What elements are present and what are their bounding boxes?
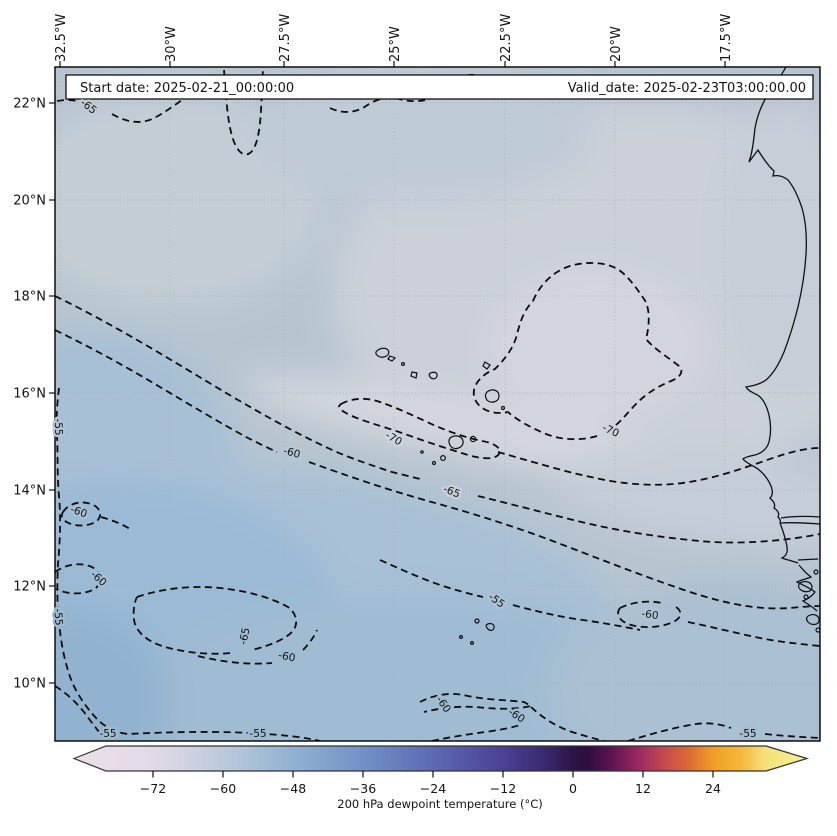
top-tick-label: 32.5°W: [54, 14, 69, 62]
colorbar-tick-label: −12: [490, 781, 516, 796]
top-tick-label: 17.5°W: [719, 14, 734, 62]
colorbar-tick-label: −60: [210, 781, 236, 796]
graticule-gridlines: [55, 67, 820, 741]
left-tick-label: 22°N: [13, 97, 46, 112]
contour-lines: [55, 69, 820, 741]
left-tick-label: 16°N: [13, 387, 46, 402]
colorbar-tick-label: −36: [350, 781, 376, 796]
contour-label: -60: [641, 608, 660, 622]
coastline: [742, 67, 820, 633]
colorbar-tick-label: 12: [635, 781, 651, 796]
top-tick-label: 25°W: [388, 26, 403, 62]
top-tick-label: 27.5°W: [278, 14, 293, 62]
left-tick-label: 18°N: [13, 290, 46, 305]
colorbar-tick-label: −72: [140, 781, 166, 796]
colorbar-tick-label: −48: [280, 781, 306, 796]
top-tick-label: 20°W: [609, 26, 624, 62]
islands: [375, 347, 506, 645]
top-tick-label: 22.5°W: [499, 14, 514, 62]
colorbar-tick-label: 24: [705, 781, 721, 796]
contour-label: -55: [52, 418, 65, 436]
colorbar-gradient-bar: [72, 745, 810, 772]
left-axis-labels: 22°N 20°N 18°N 16°N 14°N 12°N 10°N: [13, 97, 46, 692]
map-panel: [55, 67, 820, 741]
contour-label: -55: [99, 728, 116, 740]
colorbar-tick-marks: [152, 771, 714, 778]
date-banner: Start date: 2025-02-21_00:00:00 Valid_da…: [65, 74, 814, 100]
contour-label: -55: [739, 728, 756, 740]
contour-label: -55: [51, 608, 64, 626]
axis-tick-marks: [49, 61, 726, 684]
colorbar-title: 200 hPa dewpoint temperature (°C): [337, 797, 542, 811]
valid-date-text: Valid_date: 2025-02-23T03:00:00.00: [568, 81, 806, 96]
colorbar: −72 −60 −48 −36 −24 −12 0 12 24 200 hPa …: [72, 745, 810, 811]
colorbar-tick-label: 0: [569, 781, 577, 796]
left-tick-label: 20°N: [13, 194, 46, 209]
top-tick-label: 30°W: [164, 26, 179, 62]
map-frame: [54, 66, 821, 742]
left-tick-label: 10°N: [13, 677, 46, 692]
start-date-text: Start date: 2025-02-21_00:00:00: [80, 81, 294, 96]
colorbar-tick-labels: −72 −60 −48 −36 −24 −12 0 12 24: [140, 781, 721, 796]
left-tick-label: 14°N: [13, 484, 46, 499]
top-axis-labels: 32.5°W 30°W 27.5°W 25°W 22.5°W 20°W 17.5…: [54, 14, 734, 62]
left-tick-label: 12°N: [13, 580, 46, 595]
colorbar-tick-label: −24: [420, 781, 446, 796]
field-shading: [55, 67, 820, 741]
contour-label: -55: [249, 728, 266, 740]
